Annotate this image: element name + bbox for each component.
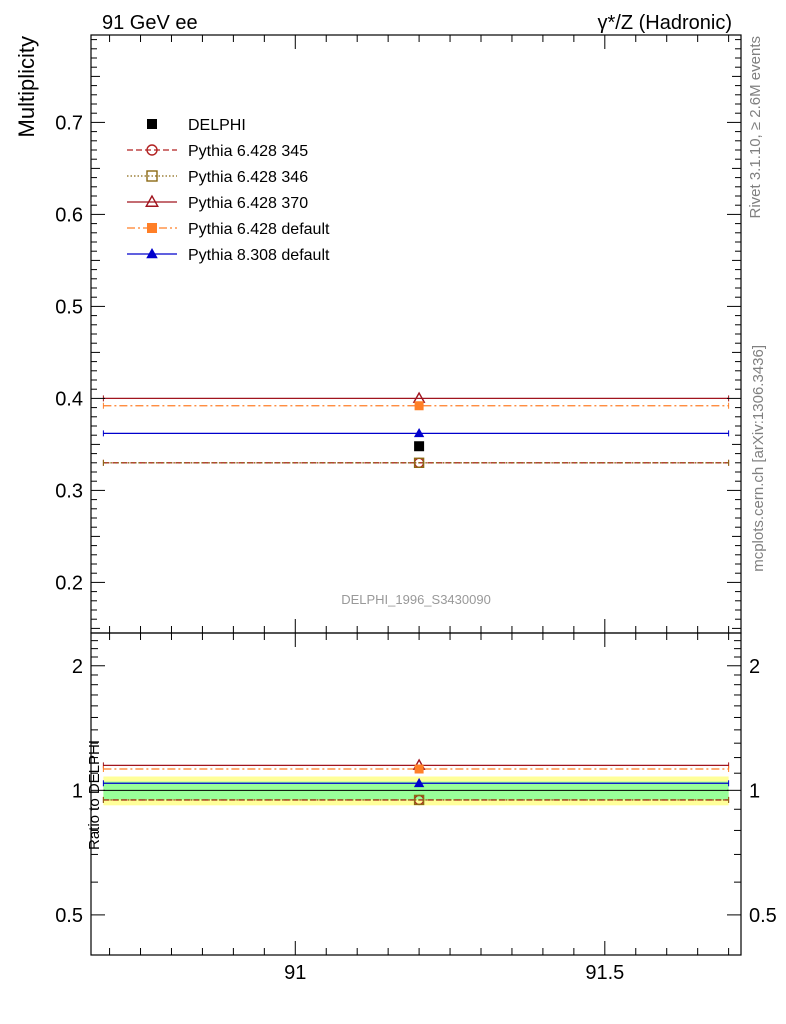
legend-marker-2 bbox=[146, 170, 158, 182]
main-marker-3 bbox=[412, 391, 426, 403]
ratio-marker-1 bbox=[413, 794, 425, 806]
ratio-bands bbox=[103, 776, 729, 806]
legend: DELPHI Pythia 6.428 345 Pythia 6.428 346 Py… bbox=[127, 117, 330, 264]
legend-label-5: Pythia 8.308 default bbox=[188, 247, 330, 264]
right-title: γ*/Z (Hadronic) bbox=[598, 12, 732, 34]
ratio-frame bbox=[90, 632, 742, 956]
ratio-ytick-label-left: 1 bbox=[72, 780, 83, 802]
tick-labels: 0.2 0.3 0.4 0.5 0.6 0.7 0.5 0.5 1 1 2 2 91 91.5 bbox=[55, 112, 777, 984]
left-title: 91 GeV ee bbox=[102, 12, 198, 34]
legend-label-3: Pythia 6.428 370 bbox=[188, 195, 308, 212]
main-ytick-label: 0.7 bbox=[55, 112, 83, 134]
legend-label-1: Pythia 6.428 345 bbox=[188, 143, 308, 160]
main-marker-5 bbox=[413, 427, 425, 438]
ratio-marker-3 bbox=[414, 764, 424, 774]
ratio-ytick-label-right: 1 bbox=[749, 780, 760, 802]
analysis-label: DELPHI_1996_S3430090 bbox=[341, 592, 491, 607]
ratio-marker-4 bbox=[413, 777, 425, 788]
legend-label-0: DELPHI bbox=[188, 117, 246, 134]
ratio-ytick-label-right: 0.5 bbox=[749, 905, 777, 927]
legend-marker-0 bbox=[147, 119, 157, 129]
main-marker-2 bbox=[413, 457, 425, 468]
legend-label-4: Pythia 6.428 default bbox=[188, 221, 330, 238]
main-marker-4 bbox=[414, 401, 424, 411]
series-markers bbox=[412, 391, 426, 806]
mcplots-label: mcplots.cern.ch [arXiv:1306.3436] bbox=[750, 345, 767, 572]
xtick-label: 91 bbox=[284, 962, 306, 984]
xtick-label: 91.5 bbox=[585, 962, 624, 984]
main-ylabel: Multiplicity bbox=[14, 36, 39, 137]
main-ytick-label: 0.6 bbox=[55, 204, 83, 226]
main-ytick-label: 0.2 bbox=[55, 572, 83, 594]
main-ytick-label: 0.3 bbox=[55, 480, 83, 502]
legend-marker-5 bbox=[146, 248, 158, 259]
main-ytick-label: 0.4 bbox=[55, 388, 83, 410]
legend-marker-3 bbox=[145, 194, 159, 207]
ratio-ylabel: Ratio to DELPHI bbox=[86, 740, 103, 850]
legend-marker-4 bbox=[147, 223, 157, 233]
ratio-ytick-label-left: 0.5 bbox=[55, 905, 83, 927]
main-marker-0 bbox=[414, 441, 425, 452]
ratio-ytick-label-left: 2 bbox=[72, 656, 83, 678]
rivet-label: Rivet 3.1.10, ≥ 2.6M events bbox=[747, 36, 764, 219]
ratio-ytick-label-right: 2 bbox=[749, 656, 760, 678]
legend-marker-1 bbox=[146, 144, 158, 156]
axis-ticks bbox=[91, 35, 741, 956]
main-ytick-label: 0.5 bbox=[55, 296, 83, 318]
legend-label-2: Pythia 6.428 346 bbox=[188, 169, 308, 186]
series-lines bbox=[102, 395, 730, 803]
